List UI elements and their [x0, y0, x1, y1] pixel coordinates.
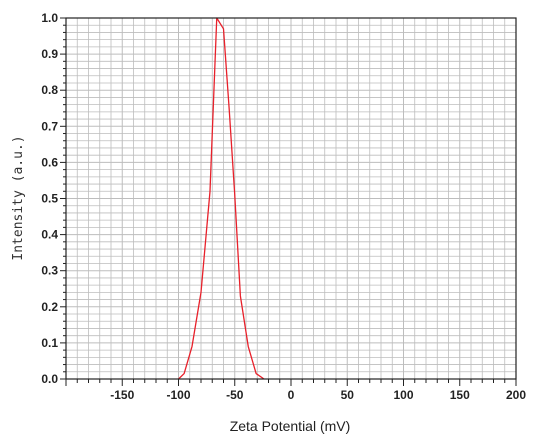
y-tick-label: 0.6 [41, 155, 58, 169]
y-tick-label: 0.8 [41, 83, 58, 97]
x-tick-label: 0 [288, 388, 295, 402]
x-tick-label: 150 [450, 388, 470, 402]
y-tick-label: 0.2 [41, 300, 58, 314]
y-axis-label: Intensity (a.u.) [11, 135, 26, 260]
axis-ticks [60, 17, 517, 386]
plot-frame [65, 17, 517, 380]
y-tick-label: 0.4 [41, 228, 58, 242]
y-tick-label: 1.0 [41, 11, 58, 25]
x-tick-label: 50 [341, 388, 355, 402]
series-line-0 [178, 17, 265, 380]
y-tick-label: 0.5 [41, 192, 58, 206]
x-tick-label: -100 [166, 388, 190, 402]
plot-area-border [65, 17, 517, 380]
x-tick-label: -50 [226, 388, 244, 402]
x-tick-label: 100 [393, 388, 413, 402]
tick-labels: -150 -100 -50 0 50 100 150 200 0.0 0.1 0.2 0.3 0.4 0.… [41, 11, 526, 402]
x-tick-label: -150 [110, 388, 134, 402]
y-tick-label: 0.9 [41, 47, 58, 61]
series-layer [178, 17, 265, 380]
y-tick-label: 0.1 [41, 336, 58, 350]
y-tick-label: 0.0 [41, 372, 58, 386]
x-tick-label: 200 [506, 388, 526, 402]
y-tick-label: 0.3 [41, 264, 58, 278]
y-tick-label: 0.7 [41, 119, 58, 133]
x-axis-label: Zeta Potential (mV) [230, 418, 351, 434]
